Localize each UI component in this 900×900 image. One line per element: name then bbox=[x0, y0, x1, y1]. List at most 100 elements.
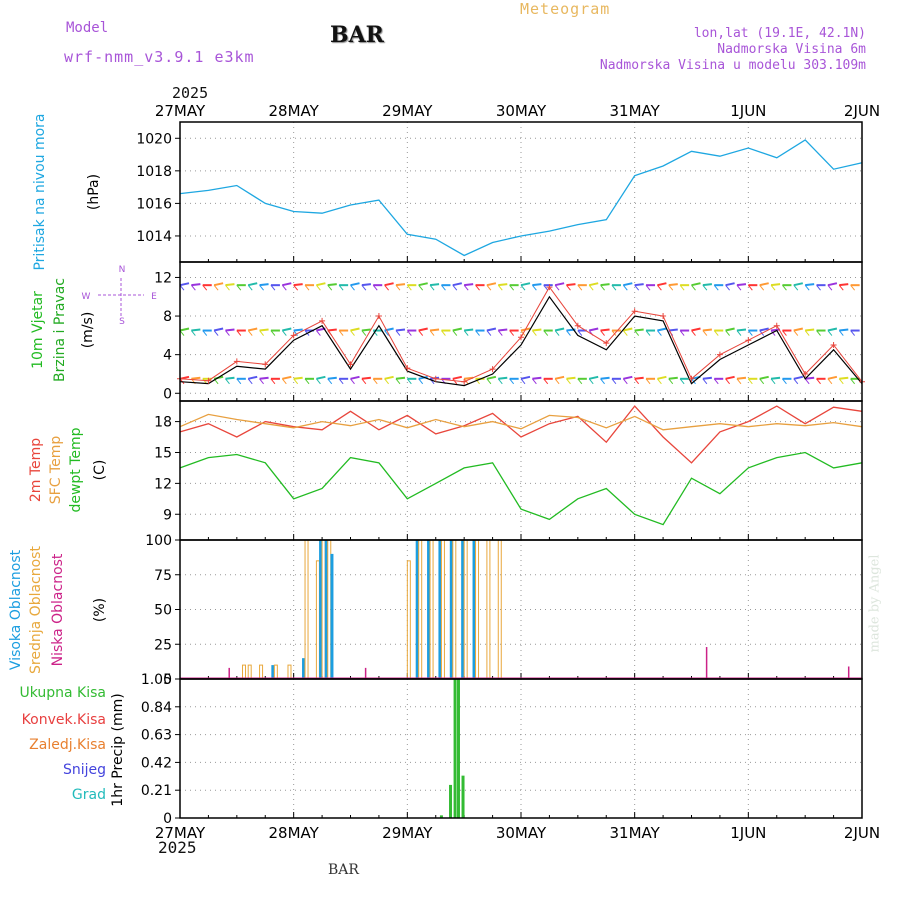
wind-barb-flag bbox=[509, 378, 515, 385]
wind-barb bbox=[259, 376, 269, 380]
wind-barb bbox=[350, 282, 360, 287]
wind-barb-flag bbox=[497, 284, 503, 291]
y-tick-label: 4 bbox=[163, 348, 172, 364]
dewpt-title: dewpt Temp bbox=[68, 427, 84, 512]
wind-barb-flag bbox=[850, 378, 856, 385]
wind-barb-flag bbox=[657, 378, 662, 385]
wind-barb-flag bbox=[509, 284, 515, 291]
wind-barb bbox=[452, 375, 463, 380]
wind-barb-flag bbox=[816, 330, 821, 336]
wind-barb-flag bbox=[509, 330, 515, 336]
wind-barb-flag bbox=[418, 330, 424, 336]
wind-barb bbox=[827, 282, 838, 287]
cloud-high-bar bbox=[319, 540, 323, 679]
wind-barb-flag bbox=[372, 330, 378, 336]
wind-barb bbox=[247, 282, 258, 287]
wind-barb-flag bbox=[486, 284, 492, 291]
y-tick-label: 15 bbox=[154, 445, 172, 461]
precip-legend-0: Ukupna Kisa bbox=[19, 685, 106, 701]
wind-barb-flag bbox=[531, 284, 537, 291]
wind-barb-flag bbox=[577, 378, 583, 385]
y-tick-label: 1020 bbox=[136, 131, 172, 147]
wind-gust-marker bbox=[660, 313, 667, 320]
y-tick-label: 8 bbox=[163, 309, 172, 325]
wind-barb bbox=[634, 283, 644, 287]
bottom-station-label: BAR bbox=[328, 862, 359, 878]
wind-barb-flag bbox=[406, 284, 412, 291]
cloud-high-bar bbox=[302, 658, 306, 679]
wind-barb bbox=[600, 328, 610, 332]
wind-barb-flag bbox=[634, 378, 640, 385]
x-label-top: 30MAY bbox=[496, 102, 547, 120]
wind-barb bbox=[429, 283, 440, 287]
x-label-bottom: 29MAY bbox=[382, 824, 433, 842]
precip-legend-2: Zaledj.Kisa bbox=[29, 737, 106, 753]
wind-barb bbox=[395, 376, 406, 380]
meteogram-title: Meteogram bbox=[520, 0, 611, 18]
y-tick-label: 25 bbox=[154, 637, 172, 653]
wind-barb bbox=[588, 282, 599, 287]
wind-barb-flag bbox=[850, 330, 856, 336]
wind-barb bbox=[691, 327, 701, 332]
temp-unit: (C) bbox=[92, 460, 108, 481]
wind-barb bbox=[725, 327, 735, 332]
station-title: BAR bbox=[330, 22, 384, 48]
y-tick-label: 0 bbox=[163, 672, 172, 688]
wind-barb bbox=[770, 328, 781, 332]
wind-barb-flag bbox=[782, 330, 787, 336]
wind-barb bbox=[384, 375, 394, 380]
wind-barb-flag bbox=[361, 378, 367, 385]
wind-barb bbox=[588, 327, 599, 332]
wind-barb bbox=[282, 375, 292, 380]
cloud-mid-bar bbox=[327, 539, 332, 680]
wind-barb bbox=[827, 375, 838, 380]
wind-barb-flag bbox=[384, 378, 389, 385]
wind-barb bbox=[668, 376, 678, 380]
wind-barb-flag bbox=[372, 378, 378, 385]
wind-gust-marker bbox=[716, 351, 723, 358]
x-label-top: 31MAY bbox=[610, 102, 661, 120]
wind-barb-flag bbox=[190, 330, 196, 336]
precip-bar bbox=[449, 784, 453, 818]
wind-barb-flag bbox=[531, 378, 537, 385]
wind-gust-marker bbox=[319, 317, 326, 324]
wind-barb bbox=[384, 282, 394, 287]
cloud-mid-bar bbox=[452, 539, 457, 680]
cloud-high-bar bbox=[461, 540, 465, 679]
wind-barb bbox=[634, 376, 644, 380]
wind-barb bbox=[225, 376, 235, 380]
wind-barb-flag bbox=[793, 330, 799, 336]
wind-barb-flag bbox=[316, 284, 321, 291]
wind-barb bbox=[759, 327, 769, 332]
wind-barb-flag bbox=[406, 330, 412, 336]
wind-barb bbox=[770, 283, 781, 287]
wind-gust-marker bbox=[262, 361, 269, 368]
wind-title-1: 10m Vjetar bbox=[30, 291, 46, 369]
cloud-mid-bar bbox=[259, 664, 264, 680]
wind-gust-marker bbox=[233, 358, 240, 365]
cloud-mid-bar bbox=[287, 664, 292, 680]
wind-barb-flag bbox=[531, 330, 537, 336]
wind-barb-flag bbox=[554, 378, 560, 385]
cloud-mid-bar bbox=[273, 664, 278, 680]
cloud-high-bar bbox=[427, 540, 431, 679]
x-label-bottom: 2JUN bbox=[844, 824, 880, 842]
wind-speed-line bbox=[179, 295, 863, 387]
wind-barb bbox=[532, 328, 542, 332]
cloud-unit: (%) bbox=[92, 598, 108, 622]
y-tick-label: 1018 bbox=[136, 164, 172, 180]
wind-barb-flag bbox=[463, 284, 469, 291]
wind-barb-flag bbox=[793, 378, 799, 385]
wind-barb-flag bbox=[827, 330, 833, 336]
wind-barb-flag bbox=[816, 284, 821, 291]
wind-gust-marker bbox=[773, 322, 780, 329]
wind-barb-flag bbox=[270, 378, 276, 385]
wind-barb-flag bbox=[384, 284, 389, 291]
precip-unit: 1hr Precip (mm) bbox=[110, 693, 126, 806]
wind-barb-flag bbox=[236, 284, 242, 291]
wind-barb-flag bbox=[804, 378, 810, 385]
wind-barb-flag bbox=[747, 378, 753, 385]
wind-barb bbox=[191, 328, 201, 332]
y-tick-label: 18 bbox=[154, 415, 172, 431]
y-tick-label: 1014 bbox=[136, 229, 172, 245]
